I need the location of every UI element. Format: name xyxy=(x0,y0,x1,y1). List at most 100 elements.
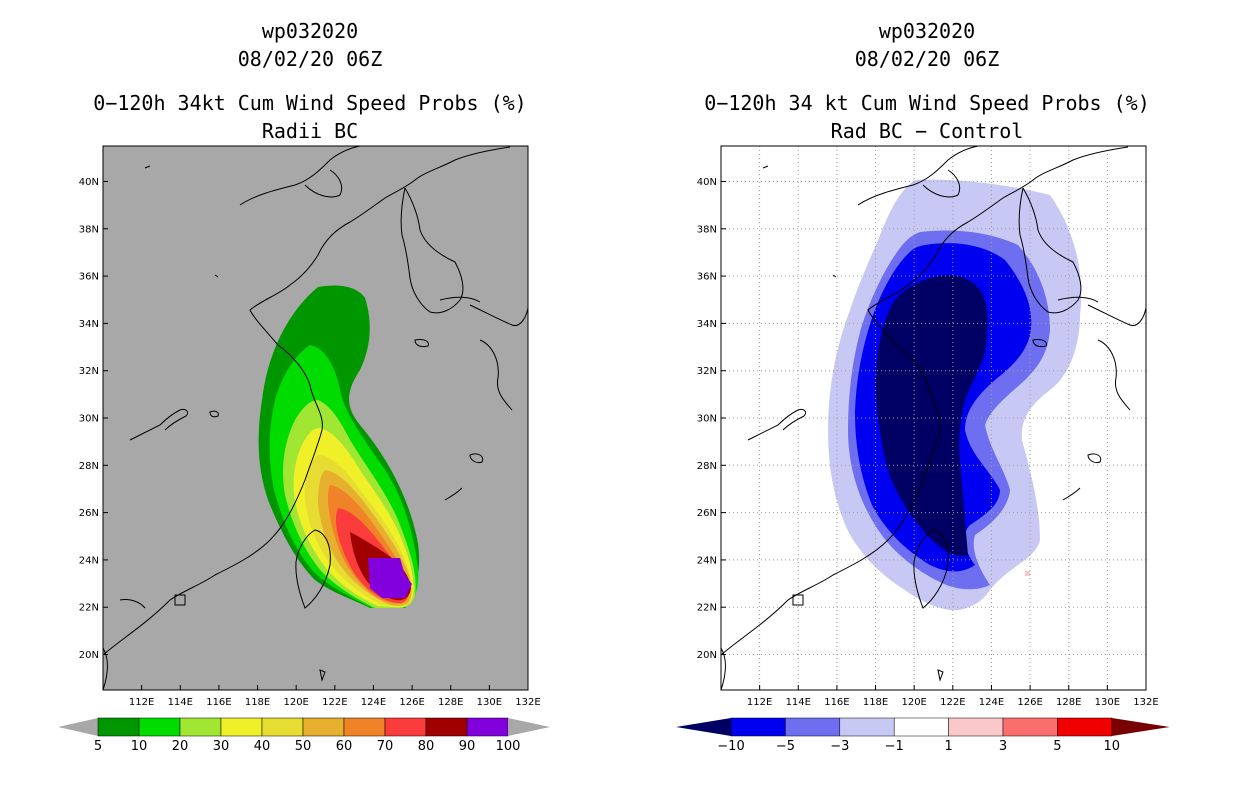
left-x-ticks: 112E 114E 116E 118E 120E 122E 124E 126E 128E 130E… xyxy=(129,685,541,708)
colorbar-swatch xyxy=(138,717,181,737)
colorbar-swatch xyxy=(425,717,468,737)
y-tick-label: 38N xyxy=(79,224,99,235)
colorbar-under-triangle xyxy=(676,718,731,736)
y-tick-label: 24N xyxy=(697,555,717,566)
y-tick-label: 32N xyxy=(697,366,717,377)
x-tick-label: 126E xyxy=(399,697,424,708)
colorbar-label: −5 xyxy=(776,739,795,754)
colorbar-label: 10 xyxy=(131,739,148,754)
x-tick-label: 124E xyxy=(361,697,386,708)
x-tick-label: 120E xyxy=(901,697,926,708)
x-tick-label: 112E xyxy=(747,697,772,708)
left-chart-title: 0−120h 34kt Cum Wind Speed Probs (%) xyxy=(93,91,527,115)
colorbar-over-triangle xyxy=(1111,718,1170,736)
colorbar-label: 70 xyxy=(377,739,394,754)
y-tick-label: 40N xyxy=(79,177,99,188)
left-chart-subtitle: Radii BC xyxy=(261,119,359,143)
diff-positive-dot xyxy=(1025,571,1030,576)
colorbar-label: −3 xyxy=(830,739,849,754)
colorbar-label: 1 xyxy=(944,739,952,754)
x-tick-label: 132E xyxy=(1133,697,1158,708)
y-tick-label: 40N xyxy=(697,177,717,188)
colorbar-label: 60 xyxy=(336,739,353,754)
right-x-ticks: 112E 114E 116E 118E 120E 122E 124E 126E 128E 130E… xyxy=(747,685,1159,708)
colorbar-label: 90 xyxy=(459,739,476,754)
x-tick-label: 114E xyxy=(786,697,811,708)
left-storm-id: wp032020 xyxy=(261,19,359,43)
x-tick-label: 116E xyxy=(206,697,231,708)
right-y-ticks: 20N 22N 24N 26N 28N 30N 32N 34N 36N 38N 40N xyxy=(697,177,726,661)
y-tick-label: 22N xyxy=(79,603,99,614)
y-tick-label: 22N xyxy=(697,603,717,614)
colorbar-label: 80 xyxy=(418,739,435,754)
y-tick-label: 20N xyxy=(697,650,717,661)
colorbar-swatch xyxy=(730,717,786,737)
colorbar-label: 40 xyxy=(254,739,271,754)
colorbar-swatch xyxy=(220,717,263,737)
colorbar-label: 10 xyxy=(1104,739,1121,754)
x-tick-label: 118E xyxy=(863,697,888,708)
colorbar-swatch xyxy=(1057,717,1113,737)
y-tick-label: 34N xyxy=(697,319,717,330)
y-tick-label: 36N xyxy=(79,272,99,283)
colorbar-swatch xyxy=(785,717,841,737)
right-storm-id: wp032020 xyxy=(878,19,976,43)
y-tick-label: 34N xyxy=(79,319,99,330)
colorbar-swatch xyxy=(261,717,304,737)
x-tick-label: 118E xyxy=(245,697,270,708)
colorbar-label: 30 xyxy=(213,739,230,754)
y-tick-label: 20N xyxy=(79,650,99,661)
x-tick-label: 120E xyxy=(283,697,308,708)
right-gridlines xyxy=(721,146,1146,690)
colorbar-swatch xyxy=(1002,717,1058,737)
colorbar-swatch xyxy=(839,717,895,737)
x-tick-label: 130E xyxy=(1095,697,1120,708)
y-tick-label: 30N xyxy=(697,414,717,425)
left-colorbar: 5 10 20 30 40 50 60 70 80 90 100 xyxy=(58,717,550,754)
y-tick-label: 32N xyxy=(79,366,99,377)
colorbar-over-triangle xyxy=(508,718,550,736)
y-tick-label: 38N xyxy=(697,224,717,235)
x-tick-label: 122E xyxy=(322,697,347,708)
right-colorbar: −10 −5 −3 −1 1 3 5 10 xyxy=(676,717,1170,754)
y-tick-label: 26N xyxy=(697,508,717,519)
colorbar-swatch xyxy=(302,717,345,737)
x-tick-label: 128E xyxy=(438,697,463,708)
diff-contour-minus10 xyxy=(876,275,988,556)
right-coastlines xyxy=(721,146,1146,690)
colorbar-swatch xyxy=(97,717,140,737)
x-tick-label: 124E xyxy=(979,697,1004,708)
colorbar-label: 5 xyxy=(94,739,102,754)
colorbar-label: 5 xyxy=(1053,739,1061,754)
x-tick-label: 116E xyxy=(824,697,849,708)
colorbar-swatch xyxy=(179,717,222,737)
x-tick-label: 112E xyxy=(129,697,154,708)
colorbar-swatch xyxy=(893,717,949,737)
x-tick-label: 122E xyxy=(940,697,965,708)
right-datetime: 08/02/20 06Z xyxy=(854,47,1000,71)
colorbar-label: 50 xyxy=(295,739,312,754)
x-tick-label: 128E xyxy=(1056,697,1081,708)
x-tick-label: 126E xyxy=(1017,697,1042,708)
y-tick-label: 30N xyxy=(79,414,99,425)
colorbar-swatch xyxy=(466,717,509,737)
y-tick-label: 26N xyxy=(79,508,99,519)
left-y-ticks: 20N 22N 24N 26N 28N 30N 32N 34N 36N 38N 40N xyxy=(79,177,108,661)
colorbar-under-triangle xyxy=(58,718,98,736)
colorbar-label: −10 xyxy=(717,739,744,754)
left-probability-field xyxy=(258,285,420,608)
colorbar-swatch xyxy=(384,717,427,737)
y-tick-label: 24N xyxy=(79,555,99,566)
colorbar-label: 20 xyxy=(172,739,189,754)
left-datetime: 08/02/20 06Z xyxy=(237,47,383,71)
colorbar-swatch xyxy=(948,717,1004,737)
prob-contour-90 xyxy=(368,558,412,598)
colorbar-label: 100 xyxy=(496,739,521,754)
colorbar-swatch xyxy=(343,717,386,737)
x-tick-label: 132E xyxy=(515,697,540,708)
x-tick-label: 114E xyxy=(168,697,193,708)
colorbar-label: 3 xyxy=(999,739,1007,754)
y-tick-label: 36N xyxy=(697,272,717,283)
left-coastlines xyxy=(103,146,528,690)
